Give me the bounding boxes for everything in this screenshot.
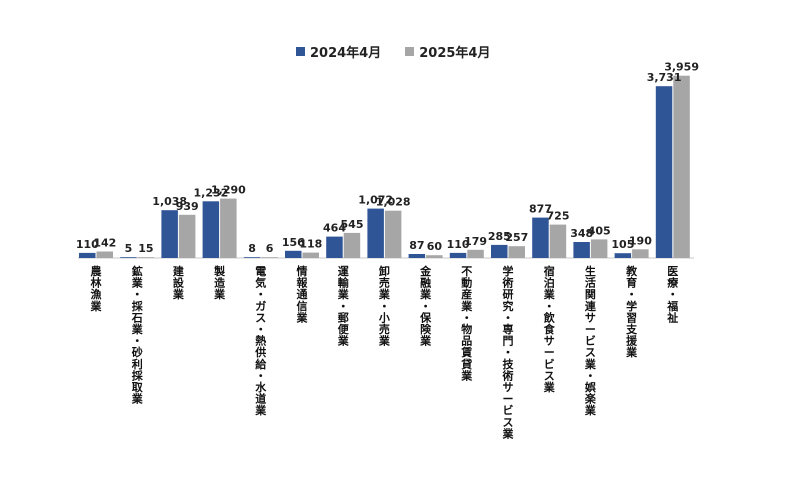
legend-label-2025: 2025年4月 bbox=[419, 46, 491, 61]
bar-2025-10 bbox=[508, 246, 525, 258]
value-label-2025-10: 257 bbox=[505, 231, 528, 244]
category-label-11: 宿泊業・飲食サービス業 bbox=[543, 264, 556, 394]
bar-2025-9 bbox=[467, 249, 484, 258]
category-label-7: 卸売業・小売業 bbox=[378, 264, 391, 348]
bar-2024-2 bbox=[161, 210, 178, 258]
bar-2025-4 bbox=[261, 257, 278, 258]
value-label-2024-7: 1,072 bbox=[358, 194, 393, 207]
bar-2025-11 bbox=[549, 224, 567, 258]
bar-2025-5 bbox=[302, 252, 319, 258]
value-label-2024-0: 110 bbox=[76, 238, 99, 251]
bar-2024-11 bbox=[532, 217, 549, 258]
bar-2025-7 bbox=[384, 210, 402, 258]
value-label-2024-5: 156 bbox=[282, 236, 305, 249]
category-label-0: 農林漁業 bbox=[90, 264, 103, 313]
value-label-2024-6: 464 bbox=[323, 222, 346, 235]
bar-2024-3 bbox=[202, 201, 220, 258]
value-label-2024-1: 5 bbox=[125, 242, 133, 255]
bar-2024-0 bbox=[79, 252, 96, 258]
value-label-2024-4: 8 bbox=[248, 242, 256, 255]
value-label-2025-12: 405 bbox=[588, 224, 611, 237]
value-label-2024-10: 285 bbox=[488, 230, 511, 243]
value-label-2025-0: 142 bbox=[93, 237, 116, 250]
value-label-2025-11: 725 bbox=[547, 210, 570, 223]
bar-2025-13 bbox=[632, 249, 649, 258]
bar-2025-2 bbox=[178, 214, 196, 258]
bar-2025-6 bbox=[343, 232, 361, 258]
bar-2024-13 bbox=[614, 253, 632, 258]
legend-label-2024: 2024年4月 bbox=[310, 46, 382, 61]
value-label-2025-6: 545 bbox=[341, 218, 364, 231]
value-label-2025-3: 1,290 bbox=[211, 184, 246, 197]
value-label-2025-14: 3,959 bbox=[664, 61, 699, 74]
category-label-10: 学術研究・専門・技術サービス業 bbox=[502, 264, 515, 440]
bar-2024-4 bbox=[243, 257, 261, 258]
bar-2025-1 bbox=[137, 257, 155, 258]
value-label-2025-7: 1,028 bbox=[376, 196, 411, 209]
bar-2025-3 bbox=[220, 198, 237, 258]
value-label-2025-9: 179 bbox=[464, 235, 487, 248]
category-label-3: 製造業 bbox=[213, 264, 226, 301]
bar-2024-5 bbox=[285, 250, 302, 258]
bar-2025-14 bbox=[673, 75, 690, 258]
category-label-5: 情報通信業 bbox=[296, 264, 309, 324]
value-label-2024-2: 1,038 bbox=[152, 195, 187, 208]
category-label-12: 生活関連サービス業・娯楽業 bbox=[584, 264, 597, 417]
bar-2024-8 bbox=[408, 254, 426, 258]
bar-2025-12 bbox=[590, 239, 608, 258]
bar-2024-9 bbox=[449, 252, 467, 258]
category-label-1: 鉱業・採石業・砂利採取業 bbox=[131, 264, 144, 406]
value-label-2025-4: 6 bbox=[266, 242, 274, 255]
legend-swatch-2024 bbox=[296, 47, 305, 56]
bar-2024-12 bbox=[573, 242, 590, 258]
category-label-6: 運輸業・郵便業 bbox=[337, 265, 350, 348]
bar-2024-1 bbox=[120, 257, 137, 258]
category-label-8: 金融業・保険業 bbox=[419, 264, 432, 348]
bars-group bbox=[79, 75, 690, 258]
legend-swatch-2025 bbox=[405, 47, 415, 56]
value-label-2024-12: 348 bbox=[570, 227, 593, 240]
value-label-2024-14: 3,731 bbox=[647, 71, 682, 84]
category-label-2: 建設業 bbox=[172, 264, 185, 301]
category-label-13: 教育・学習支援業 bbox=[625, 264, 638, 359]
value-label-2025-1: 15 bbox=[138, 242, 153, 255]
value-label-2024-13: 105 bbox=[611, 238, 634, 251]
bar-2025-0 bbox=[96, 251, 113, 258]
legend-item-2025: 2025年4月 bbox=[405, 42, 490, 61]
category-label-4: 電気・ガス・熱供給・水道業 bbox=[254, 265, 267, 417]
value-label-2025-8: 60 bbox=[427, 240, 443, 253]
value-label-2025-13: 190 bbox=[629, 234, 652, 247]
category-label-14: 医療・福祉 bbox=[666, 265, 679, 324]
legend-item-2024: 2024年4月 bbox=[296, 42, 381, 61]
value-label-2024-11: 877 bbox=[529, 203, 552, 216]
bar-2024-6 bbox=[326, 236, 343, 258]
category-labels-group: 農林漁業 鉱業・採石業・砂利採取業 建設業 製造業 電気・ガス・熱供給・水道業 情報通信業… bbox=[90, 264, 680, 440]
bar-2024-10 bbox=[491, 244, 508, 258]
category-label-9: 不動産業・物品賃貸業 bbox=[460, 265, 473, 382]
legend: 2024年4月 2025年4月 bbox=[296, 42, 490, 61]
value-label-2024-8: 87 bbox=[409, 239, 424, 252]
bar-2024-7 bbox=[367, 208, 384, 258]
value-label-2024-9: 110 bbox=[447, 238, 470, 251]
value-label-2024-3: 1,232 bbox=[194, 186, 229, 199]
value-label-2025-2: 939 bbox=[176, 200, 199, 213]
bar-2024-14 bbox=[655, 86, 673, 258]
bar-2025-8 bbox=[426, 255, 443, 258]
value-label-2025-5: 118 bbox=[299, 238, 322, 251]
